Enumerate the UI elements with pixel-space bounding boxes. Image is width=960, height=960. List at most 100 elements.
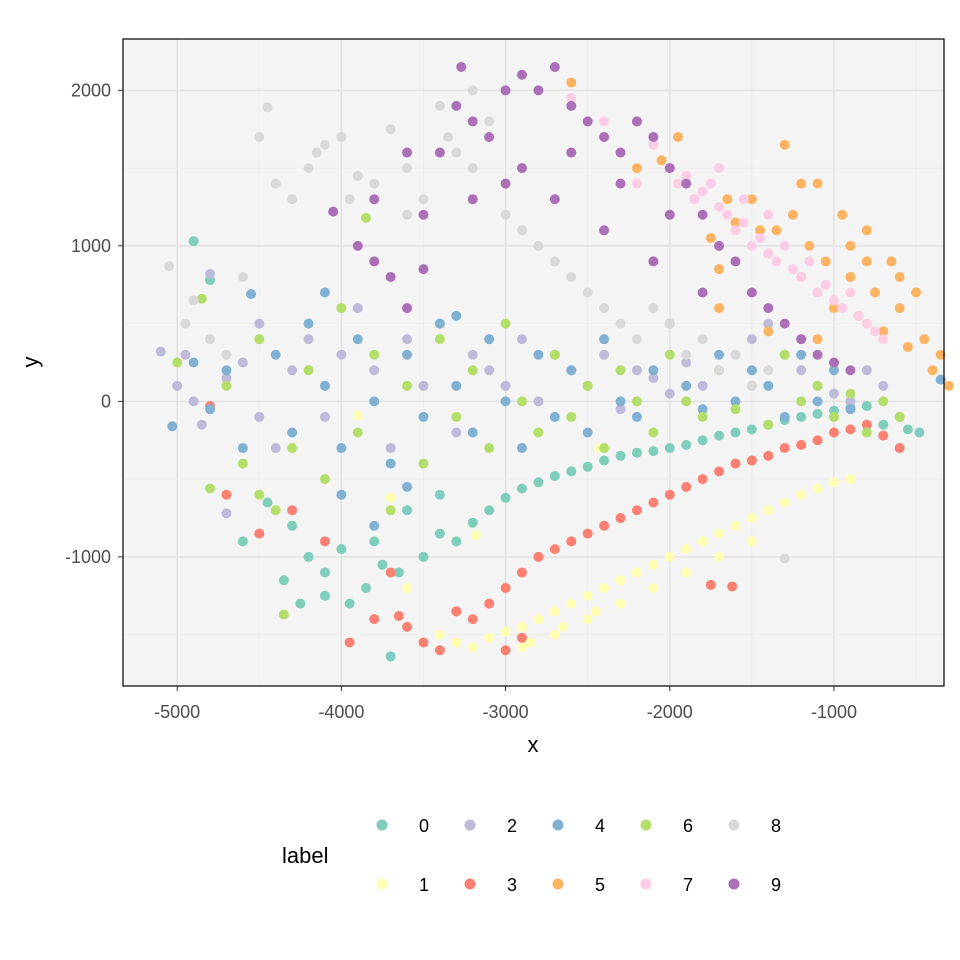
point-label-3 xyxy=(763,450,774,461)
point-label-5 xyxy=(902,341,913,352)
point-label-6 xyxy=(631,396,642,407)
point-label-0 xyxy=(730,427,741,438)
point-label-8 xyxy=(402,163,413,174)
point-label-1 xyxy=(796,489,807,500)
point-label-0 xyxy=(303,551,314,562)
point-label-8 xyxy=(352,170,363,181)
point-label-9 xyxy=(402,147,413,158)
point-label-8 xyxy=(648,303,659,314)
point-label-1 xyxy=(525,637,536,648)
point-label-0 xyxy=(237,536,248,547)
point-label-5 xyxy=(886,256,897,267)
point-label-1 xyxy=(828,477,839,488)
point-label-9 xyxy=(681,178,692,189)
point-label-6 xyxy=(779,349,790,360)
point-label-7 xyxy=(861,318,872,329)
point-label-4 xyxy=(221,365,232,376)
point-label-7 xyxy=(705,178,716,189)
point-label-0 xyxy=(188,236,199,247)
point-label-6 xyxy=(221,380,232,391)
legend-label-1: 1 xyxy=(419,875,429,895)
point-label-8 xyxy=(254,131,265,142)
legend-key-3 xyxy=(464,878,476,890)
point-label-2 xyxy=(746,334,757,345)
point-label-4 xyxy=(812,396,823,407)
point-label-3 xyxy=(705,579,716,590)
point-label-3 xyxy=(484,598,495,609)
point-label-3 xyxy=(582,528,593,539)
point-label-4 xyxy=(631,411,642,422)
point-label-8 xyxy=(221,349,232,360)
point-label-0 xyxy=(549,471,560,482)
point-label-9 xyxy=(648,131,659,142)
point-label-0 xyxy=(861,401,872,412)
point-label-2 xyxy=(196,419,207,430)
point-label-0 xyxy=(533,477,544,488)
point-label-5 xyxy=(714,264,725,275)
point-label-3 xyxy=(533,551,544,562)
point-label-9 xyxy=(566,147,577,158)
point-label-1 xyxy=(549,629,560,640)
point-label-5 xyxy=(894,271,905,282)
point-label-1 xyxy=(582,590,593,601)
point-label-1 xyxy=(746,513,757,524)
legend-key-6 xyxy=(640,819,652,831)
point-label-7 xyxy=(697,186,708,197)
point-label-3 xyxy=(697,474,708,485)
point-label-1 xyxy=(352,410,363,421)
point-label-4 xyxy=(303,318,314,329)
point-label-2 xyxy=(221,373,232,384)
point-label-9 xyxy=(352,240,363,251)
point-label-3 xyxy=(500,645,511,656)
point-label-8 xyxy=(484,116,495,127)
point-label-0 xyxy=(648,446,659,457)
point-label-6 xyxy=(196,293,207,304)
y-axis-ticks: -1000 0 1000 2000 xyxy=(65,80,123,567)
point-label-0 xyxy=(878,419,889,430)
point-label-9 xyxy=(648,256,659,267)
point-label-1 xyxy=(697,536,708,547)
point-label-4 xyxy=(714,349,725,360)
point-label-5 xyxy=(919,334,930,345)
point-label-7 xyxy=(837,303,848,314)
point-label-4 xyxy=(746,365,757,376)
point-label-7 xyxy=(722,209,733,220)
point-label-6 xyxy=(319,474,330,485)
point-label-1 xyxy=(558,621,569,632)
point-label-8 xyxy=(319,139,330,150)
point-label-8 xyxy=(369,178,380,189)
point-label-2 xyxy=(631,365,642,376)
point-label-2 xyxy=(385,443,396,454)
point-label-6 xyxy=(796,396,807,407)
point-label-2 xyxy=(533,396,544,407)
point-label-6 xyxy=(878,396,889,407)
point-label-0 xyxy=(615,450,626,461)
point-label-4 xyxy=(369,396,380,407)
point-label-1 xyxy=(730,520,741,531)
point-label-7 xyxy=(845,287,856,298)
point-label-6 xyxy=(451,411,462,422)
point-label-7 xyxy=(787,264,798,275)
point-label-0 xyxy=(361,583,372,594)
point-label-4 xyxy=(845,404,856,415)
point-label-5 xyxy=(771,225,782,236)
point-label-5 xyxy=(878,326,889,337)
point-label-2 xyxy=(517,334,528,345)
point-label-8 xyxy=(549,256,560,267)
point-label-1 xyxy=(402,583,413,594)
plot-border xyxy=(122,38,945,687)
point-label-1 xyxy=(746,536,757,547)
legend-label-6: 6 xyxy=(683,816,693,836)
point-label-6 xyxy=(861,427,872,438)
point-label-7 xyxy=(738,194,749,205)
point-label-8 xyxy=(763,365,774,376)
point-label-0 xyxy=(319,590,330,601)
legend-label-3: 3 xyxy=(507,875,517,895)
point-label-7 xyxy=(796,271,807,282)
scatter-points xyxy=(155,61,954,662)
point-label-3 xyxy=(664,489,675,500)
point-label-6 xyxy=(615,365,626,376)
point-label-0 xyxy=(344,598,355,609)
point-label-6 xyxy=(763,419,774,430)
point-label-3 xyxy=(878,430,889,441)
